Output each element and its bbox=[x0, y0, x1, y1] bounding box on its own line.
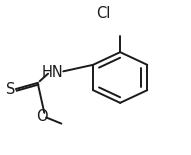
Text: O: O bbox=[36, 109, 47, 124]
Text: HN: HN bbox=[42, 65, 64, 80]
Text: Cl: Cl bbox=[96, 6, 110, 21]
Text: S: S bbox=[6, 82, 16, 97]
